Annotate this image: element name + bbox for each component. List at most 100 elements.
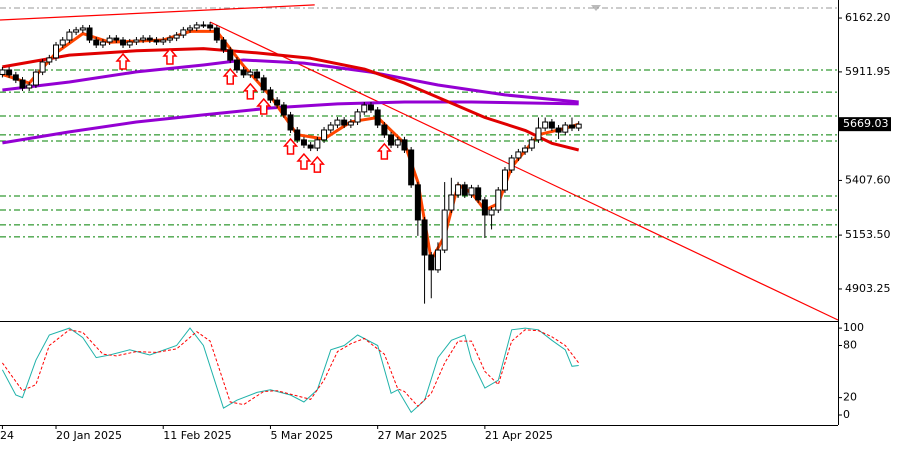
osc-tick-label: 0 bbox=[843, 408, 850, 421]
trendline bbox=[0, 4, 315, 21]
up-arrow bbox=[242, 82, 258, 100]
candle-body bbox=[73, 29, 80, 33]
candle-body bbox=[247, 71, 254, 76]
candle-body bbox=[200, 24, 207, 27]
up-arrow bbox=[222, 67, 238, 85]
y-tick-label: 4903.25 bbox=[845, 282, 891, 295]
candle-body bbox=[374, 109, 381, 126]
candle-body bbox=[166, 37, 173, 41]
candle-body bbox=[146, 37, 153, 41]
candle-body bbox=[381, 124, 388, 136]
candle-body bbox=[441, 209, 448, 251]
candle-body bbox=[220, 39, 227, 51]
candle-body bbox=[300, 139, 307, 146]
x-tick-label: 5 Mar 2025 bbox=[270, 429, 333, 442]
candle-body bbox=[32, 71, 39, 86]
candle-body bbox=[227, 49, 234, 61]
candle-body bbox=[354, 111, 361, 123]
candle-body bbox=[280, 104, 287, 116]
candle-body bbox=[140, 37, 147, 41]
candle-body bbox=[93, 39, 100, 46]
candle-body bbox=[6, 69, 13, 76]
candle-body bbox=[307, 144, 314, 149]
y-tick-label: 5153.50 bbox=[845, 228, 891, 241]
candle-body bbox=[240, 69, 247, 76]
candle-body bbox=[535, 127, 542, 141]
moving-average bbox=[2, 58, 579, 104]
candle-body bbox=[475, 187, 482, 201]
candle-body bbox=[160, 39, 167, 43]
candle-body bbox=[153, 39, 160, 43]
x-tick-label: 21 Apr 2025 bbox=[485, 429, 553, 442]
x-tick-label: 27 Mar 2025 bbox=[378, 429, 448, 442]
shift-marker bbox=[591, 5, 601, 11]
trendline bbox=[209, 21, 838, 321]
candle-body bbox=[53, 44, 60, 59]
candle-body bbox=[120, 39, 127, 46]
up-arrow bbox=[282, 137, 299, 155]
candle-body bbox=[0, 69, 6, 75]
candle-body bbox=[193, 24, 200, 29]
candle-body bbox=[455, 184, 462, 196]
up-arrow bbox=[376, 142, 392, 160]
candle-body bbox=[361, 104, 368, 113]
candle-body bbox=[187, 27, 194, 31]
candle-body bbox=[515, 151, 522, 159]
candle-body bbox=[113, 37, 120, 41]
current-price-label: 5669.03 bbox=[843, 117, 889, 130]
osc-tick-label: 100 bbox=[843, 321, 864, 334]
candle-body bbox=[274, 99, 281, 106]
candle-body bbox=[173, 34, 180, 39]
x-tick-label: 20 Jan 2025 bbox=[56, 429, 122, 442]
candle-body bbox=[528, 139, 535, 149]
candle-body bbox=[347, 121, 354, 126]
osc-tick-label: 20 bbox=[843, 391, 857, 404]
candle-body bbox=[294, 129, 301, 141]
candle-body bbox=[106, 37, 113, 43]
candle-body bbox=[233, 59, 240, 71]
candle-body bbox=[408, 149, 415, 186]
candle-body bbox=[12, 74, 19, 81]
candle-body bbox=[19, 79, 26, 89]
candle-body bbox=[213, 27, 220, 41]
candle-body bbox=[133, 39, 140, 43]
y-tick-label: 5911.95 bbox=[845, 65, 891, 78]
candle-body bbox=[481, 199, 488, 216]
candle-body bbox=[488, 209, 495, 216]
candle-body bbox=[522, 147, 529, 153]
candle-body bbox=[260, 77, 267, 91]
up-arrow bbox=[256, 97, 272, 115]
moving-average bbox=[2, 47, 580, 152]
candle-body bbox=[401, 139, 408, 151]
x-tick-label: 24 bbox=[0, 429, 14, 442]
y-tick-label: 6162.20 bbox=[845, 11, 891, 24]
candle-body bbox=[388, 134, 395, 146]
candle-body bbox=[46, 57, 53, 63]
candle-body bbox=[287, 114, 294, 131]
candle-body bbox=[327, 124, 334, 131]
candle-body bbox=[26, 84, 33, 89]
candle-body bbox=[254, 71, 261, 79]
y-tick-label: 5407.60 bbox=[845, 173, 891, 186]
x-tick-label: 11 Feb 2025 bbox=[163, 429, 231, 442]
candle-body bbox=[548, 121, 555, 129]
candle-body bbox=[414, 184, 421, 221]
candle-body bbox=[79, 27, 86, 31]
candle-body bbox=[461, 184, 468, 196]
candle-body bbox=[568, 124, 575, 129]
candle-body bbox=[501, 169, 508, 191]
candle-body bbox=[59, 39, 66, 46]
candle-body bbox=[66, 31, 73, 41]
osc-tick-label: 80 bbox=[843, 338, 857, 351]
candle-body bbox=[341, 119, 348, 126]
candle-body bbox=[508, 157, 515, 171]
candle-body bbox=[267, 89, 274, 101]
candle-body bbox=[448, 194, 455, 211]
candle-body bbox=[434, 249, 441, 271]
candle-body bbox=[562, 124, 569, 133]
current-price-box bbox=[839, 117, 891, 132]
candle-body bbox=[334, 119, 341, 126]
candle-body bbox=[180, 29, 187, 36]
candle-body bbox=[39, 61, 46, 73]
